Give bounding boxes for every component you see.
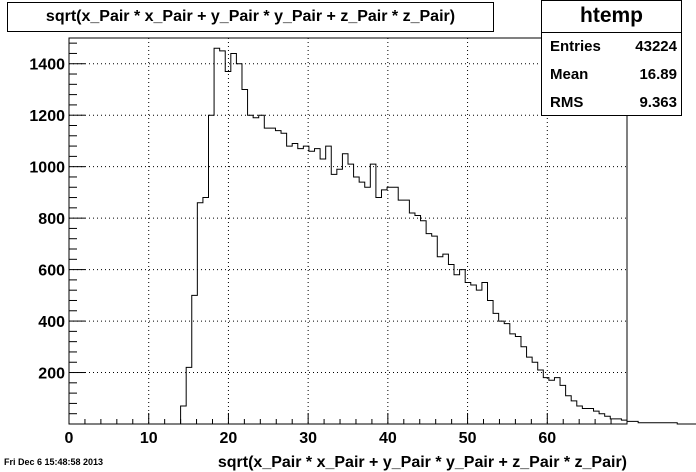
y-tick-label: 1000: [29, 160, 65, 177]
stats-mean: Mean 16.89: [542, 61, 681, 89]
plot-frame: [68, 37, 628, 425]
y-tick-label: 800: [38, 211, 65, 228]
x-tick-label: 50: [459, 430, 477, 447]
stats-mean-label: Mean: [550, 66, 589, 83]
stats-rms-label: RMS: [550, 94, 584, 111]
stats-rms: RMS 9.363: [542, 89, 681, 117]
x-tick-label: 0: [65, 430, 74, 447]
histogram-line: [69, 47, 696, 425]
stats-title: htemp: [542, 1, 681, 33]
x-tick-label: 20: [220, 430, 238, 447]
x-tick-label: 40: [379, 430, 397, 447]
stats-mean-value: 16.89: [639, 66, 677, 83]
y-tick-label: 1200: [29, 108, 65, 125]
plot-area: [69, 38, 627, 424]
x-tick-label: 60: [538, 430, 556, 447]
y-tick-label: 600: [38, 263, 65, 280]
x-tick-label: 10: [140, 430, 158, 447]
timestamp-footer: Fri Dec 6 15:48:58 2013: [4, 457, 104, 467]
plot-title: sqrt(x_Pair * x_Pair + y_Pair * y_Pair +…: [7, 2, 494, 32]
y-tick-label: 400: [38, 314, 65, 331]
x-tick-label: 30: [299, 430, 317, 447]
x-axis-label: sqrt(x_Pair * x_Pair + y_Pair * y_Pair +…: [218, 454, 627, 471]
y-tick-label: 200: [38, 366, 65, 383]
y-tick-label: 1400: [29, 57, 65, 74]
stats-box: htemp Entries 43224 Mean 16.89 RMS 9.363: [541, 0, 682, 116]
stats-entries-label: Entries: [550, 38, 601, 55]
stats-entries: Entries 43224: [542, 33, 681, 61]
stats-rms-value: 9.363: [639, 94, 677, 111]
stats-entries-value: 43224: [635, 38, 677, 55]
